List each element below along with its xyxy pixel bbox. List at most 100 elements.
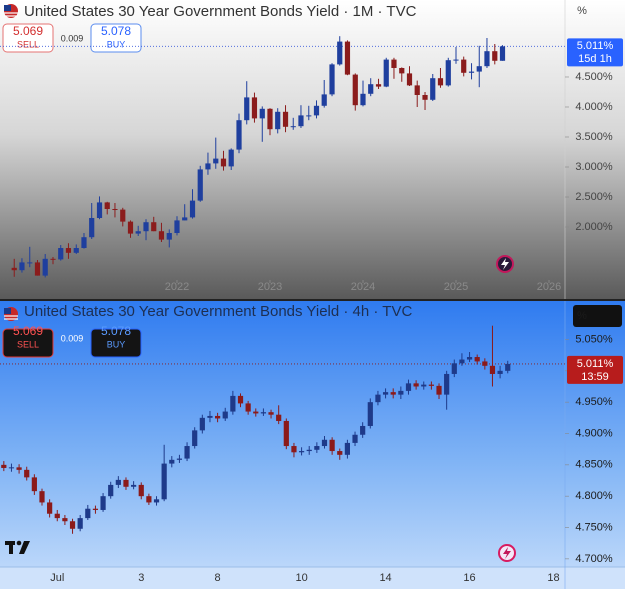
candle-body [414, 85, 420, 95]
candle-body [459, 359, 465, 364]
chart-panel: United States 30 Year Government Bonds Y… [0, 303, 623, 584]
candle-body [1, 464, 7, 468]
candle-body [24, 469, 30, 478]
candle-body [461, 59, 467, 73]
candle-body [382, 392, 389, 395]
candle-body [58, 248, 64, 260]
candle-body [158, 231, 165, 240]
y-tick-label: 4.500% [575, 71, 613, 83]
unit-label: % [577, 310, 587, 322]
y-tick-label: 3.500% [575, 131, 613, 143]
candle-body [39, 491, 45, 503]
candle-body [11, 267, 17, 271]
candle-body [337, 41, 343, 65]
candle-body [207, 415, 213, 418]
candle-body [406, 73, 413, 86]
candle-body [62, 518, 68, 522]
lightning-icon[interactable] [496, 255, 514, 273]
panel-separator [0, 299, 625, 301]
candle-body [245, 403, 251, 412]
candle-body [146, 496, 152, 503]
y-tick-label: 4.750% [575, 521, 613, 533]
sell-label: SELL [17, 339, 39, 349]
candle-body [184, 446, 190, 459]
candle-body [484, 51, 490, 67]
spread: 0.009 [61, 333, 84, 343]
candle-body [189, 200, 196, 218]
candle-body [220, 158, 227, 167]
candle-body [390, 392, 396, 395]
candle-body [391, 59, 397, 68]
y-tick-label: 2.000% [575, 221, 613, 233]
candle-body [8, 467, 15, 469]
candle-body [115, 479, 121, 485]
candle-body [398, 390, 404, 395]
candle-body [65, 248, 72, 253]
sell-button[interactable] [2, 23, 54, 53]
candle-body [182, 217, 188, 221]
buy-button[interactable] [90, 328, 142, 358]
candle-body [120, 209, 126, 222]
sell-button[interactable] [2, 328, 54, 358]
x-tick-label: Jul [50, 572, 64, 584]
x-tick-label: 16 [463, 572, 475, 584]
chart-panel: United States 30 Year Government Bonds Y… [0, 3, 623, 293]
candle-body [474, 357, 480, 362]
candle-body [176, 458, 183, 460]
x-tick-label: 10 [295, 572, 307, 584]
flag-icon [4, 4, 18, 18]
y-tick-label: 4.900% [575, 427, 613, 439]
y-tick-label: 5.050% [575, 333, 613, 345]
sell-label: SELL [17, 39, 39, 49]
candle-body [368, 84, 374, 94]
buy-button[interactable] [90, 23, 142, 53]
candle-body [169, 459, 175, 464]
candle-body [123, 479, 129, 487]
candle-body [50, 258, 56, 260]
lightning-icon[interactable] [498, 544, 516, 562]
candle-body [453, 59, 459, 61]
candle-body [367, 402, 373, 426]
candle-body [96, 202, 103, 219]
candle-body [468, 71, 475, 73]
charts: United States 30 Year Government Bonds Y… [0, 3, 623, 584]
candle-body [253, 411, 259, 414]
flag-icon [4, 307, 18, 321]
y-tick-label: 3.000% [575, 161, 613, 173]
x-tick-label: 2024 [351, 281, 375, 293]
candle-body [268, 412, 274, 415]
candle-body [298, 451, 305, 453]
spread: 0.009 [61, 33, 84, 43]
candle-body [413, 383, 419, 387]
candle-body [259, 108, 265, 119]
candle-body [153, 499, 160, 503]
unit-label: % [577, 5, 587, 17]
candle-body [290, 126, 296, 128]
candle-body [321, 439, 328, 447]
last-price-label: 5.011% [577, 40, 614, 52]
time-axis-bg [0, 567, 625, 589]
candle-body [306, 449, 312, 452]
candle-body [352, 74, 358, 106]
candle-body [16, 467, 22, 470]
candle-body [135, 231, 141, 234]
candle-body [383, 59, 389, 87]
candle-body [421, 384, 427, 387]
candle-body [131, 484, 137, 487]
candle-body [444, 373, 450, 395]
y-tick-label: 4.700% [575, 553, 613, 565]
tradingview-logo [5, 540, 30, 554]
unit-box [573, 305, 622, 327]
candle-body [228, 149, 234, 167]
y-tick-label: 2.500% [575, 191, 613, 203]
candle-body [89, 218, 95, 238]
candle-body [77, 518, 83, 529]
candle-body [31, 477, 37, 492]
candle-body [313, 105, 320, 116]
candle-body [476, 66, 482, 72]
candle-body [492, 51, 498, 61]
candle-body [344, 442, 350, 455]
candle-body [138, 484, 144, 497]
chart-title: United States 30 Year Government Bonds Y… [24, 303, 412, 320]
candle-body [298, 115, 304, 127]
